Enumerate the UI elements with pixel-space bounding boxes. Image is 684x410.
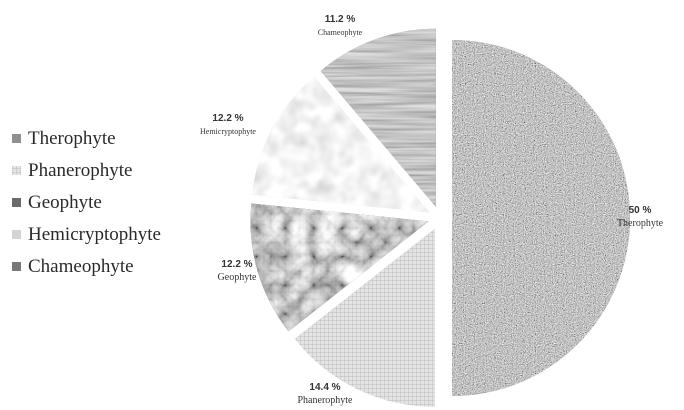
slice-value-label: 11.2 % (325, 14, 356, 25)
slice-labels: 50 % Therophyte 14.4 % Phanerophyte 12.2 % Ge… (200, 14, 664, 406)
slice-value-label: 50 % (629, 205, 652, 216)
slice-category-label: Hemicryptophyte (200, 127, 256, 136)
legend-swatch (12, 198, 21, 207)
slice-category-label: Geophyte (218, 272, 257, 283)
legend-label: Phanerophyte (28, 160, 132, 181)
legend: Therophyte Phanerophyte Geophyte Hemicrypto… (12, 128, 161, 277)
legend-label: Hemicryptophyte (28, 224, 161, 245)
slice-category-label: Chameophyte (318, 28, 363, 37)
legend-swatch (12, 230, 21, 239)
slice-value-label: 12.2 % (212, 113, 243, 124)
legend-label: Chameophyte (28, 256, 134, 277)
legend-swatch (12, 134, 21, 143)
pie-slice-phanerophyte (294, 228, 435, 407)
slice-value-label: 14.4 % (309, 382, 340, 393)
slice-category-label: Therophyte (617, 218, 664, 229)
legend-swatch (12, 166, 21, 175)
legend-label: Therophyte (28, 128, 116, 149)
slice-category-label: Phanerophyte (298, 395, 354, 406)
legend-swatch (12, 262, 21, 271)
slice-value-label: 12.2 % (221, 259, 252, 270)
legend-label: Geophyte (28, 192, 102, 213)
